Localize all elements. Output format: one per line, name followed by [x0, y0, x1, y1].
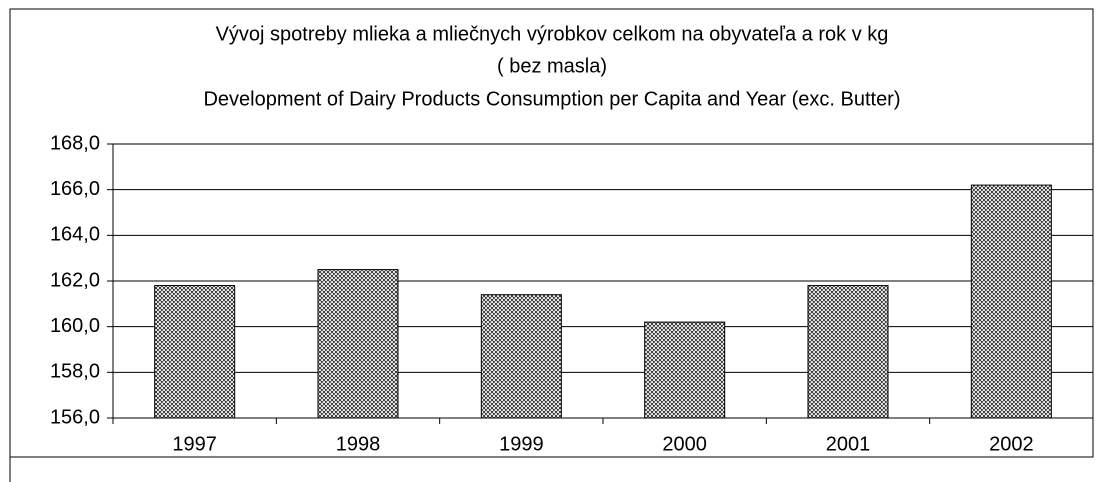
bar — [480, 294, 562, 419]
x-tick-label: 2000 — [662, 433, 707, 455]
bar — [644, 321, 726, 419]
bar — [317, 269, 399, 419]
chart-title: Development of Dairy Products Consumptio… — [203, 88, 900, 110]
bar — [154, 285, 236, 419]
y-tick-label: 166,0 — [50, 178, 100, 200]
x-tick-label: 1998 — [336, 433, 381, 455]
bar — [807, 285, 889, 419]
x-tick-label: 1997 — [172, 433, 217, 455]
x-tick-label: 2002 — [989, 433, 1034, 455]
chart-title: Vývoj spotreby mlieka a mliečnych výrobk… — [216, 23, 889, 45]
chart-title: ( bez masla) — [497, 55, 607, 77]
bar — [970, 184, 1052, 419]
y-tick-label: 162,0 — [50, 269, 100, 291]
y-tick-label: 156,0 — [50, 406, 100, 428]
y-tick-label: 158,0 — [50, 361, 100, 383]
y-tick-label: 164,0 — [50, 224, 100, 246]
x-tick-label: 2001 — [826, 433, 871, 455]
y-tick-label: 160,0 — [50, 315, 100, 337]
x-tick-label: 1999 — [499, 433, 544, 455]
y-tick-label: 168,0 — [50, 132, 100, 154]
